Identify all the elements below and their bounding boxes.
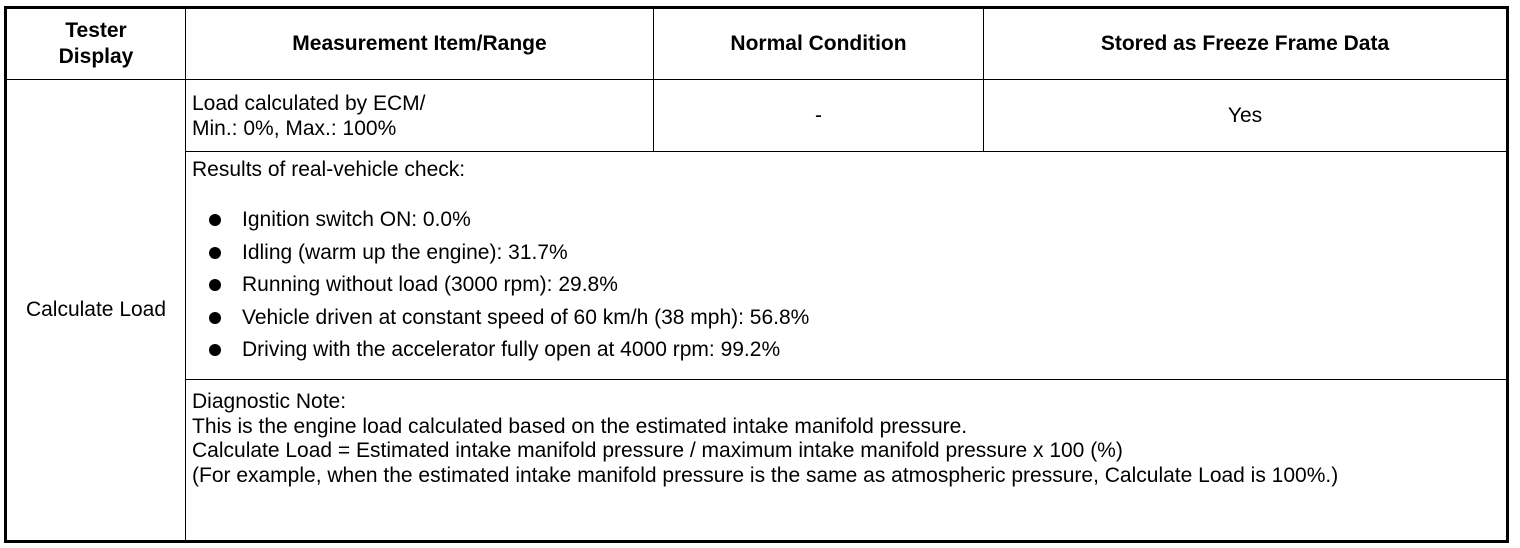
measurement-line: Min.: 0%, Max.: 100%	[192, 116, 397, 140]
list-item-text: Driving with the accelerator fully open …	[242, 338, 781, 362]
results-cell: Results of real-vehicle check: Ignition …	[185, 151, 1508, 380]
tester-display-cell: Calculate Load	[5, 79, 186, 542]
bullet-icon	[209, 246, 221, 259]
list-item-text: Vehicle driven at constant speed of 60 k…	[242, 305, 810, 329]
measurement-cell: Load calculated by ECM/ Min.: 0%, Max.: …	[185, 79, 654, 152]
results-row: Results of real-vehicle check: Ignition …	[6, 151, 1508, 380]
diagnostic-note-cell: Diagnostic Note: This is the engine load…	[185, 379, 1508, 542]
header-tester-display: Tester Display	[5, 7, 186, 80]
data-table: Tester Display Measurement Item/Range No…	[4, 6, 1509, 543]
note-line: This is the engine load calculated based…	[192, 414, 968, 438]
note-title: Diagnostic Note:	[192, 390, 347, 413]
header-row: Tester Display Measurement Item/Range No…	[5, 7, 1508, 80]
header-measurement: Measurement Item/Range	[185, 7, 654, 80]
list-item-text: Running without load (3000 rpm): 29.8%	[242, 273, 618, 297]
results-intro: Results of real-vehicle check:	[192, 158, 466, 181]
header-normal-condition: Normal Condition	[653, 7, 984, 80]
measurement-line: Load calculated by ECM/	[192, 91, 426, 115]
freeze-frame-cell: Yes	[983, 79, 1508, 152]
normal-condition-cell: -	[653, 79, 984, 152]
note-line: Calculate Load = Estimated intake manifo…	[192, 439, 1123, 462]
list-item-text: Idling (warm up the engine): 31.7%	[242, 240, 568, 264]
note-row: Diagnostic Note: This is the engine load…	[6, 379, 1508, 542]
list-item: Driving with the accelerator fully open …	[192, 334, 1506, 367]
bullet-icon	[209, 311, 221, 324]
note-line: (For example, when the estimated intake …	[192, 463, 1339, 487]
list-item: Idling (warm up the engine): 31.7%	[192, 237, 1506, 270]
table-row: Calculate Load Load calculated by ECM/ M…	[5, 79, 1508, 542]
results-list: Ignition switch ON: 0.0% Idling (warm up…	[192, 204, 1506, 367]
header-freeze-frame: Stored as Freeze Frame Data	[983, 7, 1508, 80]
bullet-icon	[209, 279, 221, 292]
list-item: Ignition switch ON: 0.0%	[192, 204, 1506, 237]
list-item: Running without load (3000 rpm): 29.8%	[192, 269, 1506, 302]
list-item: Vehicle driven at constant speed of 60 k…	[192, 302, 1506, 335]
list-item-text: Ignition switch ON: 0.0%	[242, 208, 471, 232]
bullet-icon	[209, 214, 221, 227]
bullet-icon	[209, 344, 221, 357]
